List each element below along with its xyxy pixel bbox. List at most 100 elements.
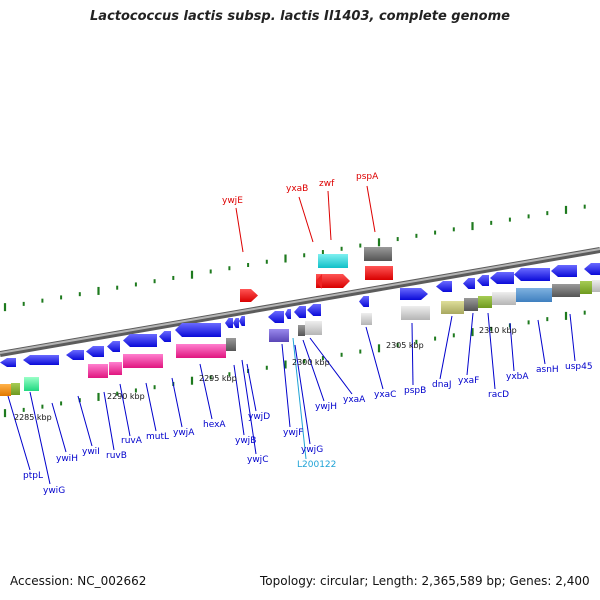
leader-line: [241, 359, 257, 455]
gene-feature: [361, 313, 372, 325]
gene-label-mutl[interactable]: mutL: [146, 432, 169, 442]
leader-line: [51, 402, 67, 453]
gene-features: [0, 247, 600, 396]
gene-feature: [233, 318, 239, 328]
leader-line: [327, 190, 332, 241]
gene-feature: [551, 265, 577, 277]
gene-label-ywjc[interactable]: ywjC: [247, 455, 268, 465]
gene-feature: [176, 344, 226, 358]
gene-feature: [441, 301, 464, 314]
gene-feature: [514, 268, 550, 281]
leader-line: [537, 319, 546, 365]
gene-label-ywjg[interactable]: ywjG: [301, 445, 323, 455]
gene-feature: [307, 304, 321, 316]
gene-label-dnaj[interactable]: dnaJ: [432, 380, 452, 390]
gene-label-yxba[interactable]: yxbA: [506, 372, 529, 382]
gene-feature: [225, 318, 233, 328]
gene-feature: [24, 377, 39, 391]
gene-feature: [240, 289, 258, 302]
gene-feature: [269, 329, 289, 342]
gene-label-yxac[interactable]: yxaC: [374, 390, 396, 400]
gene-feature: [88, 364, 108, 378]
gene-feature: [123, 354, 163, 368]
gene-feature: [401, 306, 430, 320]
gene-label-yxaf[interactable]: yxaF: [458, 376, 479, 386]
gene-feature: [0, 384, 11, 396]
gene-feature: [107, 341, 120, 352]
gene-label-ywjf[interactable]: ywjF: [283, 428, 303, 438]
gene-feature: [268, 311, 284, 323]
gene-label-ywjd[interactable]: ywjD: [248, 412, 270, 422]
gene-feature: [23, 355, 59, 365]
leader-line: [233, 364, 245, 436]
genome-summary-text: Topology: circular; Length: 2,365,589 bp…: [260, 574, 590, 588]
gene-label-hexa[interactable]: hexA: [203, 420, 226, 430]
gene-label-zwf[interactable]: zwf: [319, 179, 335, 189]
gene-label-l200122[interactable]: L200122: [297, 460, 336, 470]
gene-label-ywje[interactable]: ywjE: [222, 196, 243, 206]
gene-feature: [552, 284, 580, 297]
leader-line: [309, 337, 353, 395]
gene-feature: [285, 309, 291, 319]
gene-feature: [159, 331, 171, 342]
leader-line: [302, 339, 325, 402]
gene-feature: [359, 296, 369, 307]
leader-line: [298, 196, 314, 243]
scale-label-2290: 2290 kbp: [107, 392, 145, 401]
leader-line: [411, 322, 414, 386]
tick-marks: [3, 204, 586, 418]
gene-feature: [592, 280, 600, 292]
leader-line: [145, 382, 157, 432]
gene-feature: [239, 316, 245, 326]
gene-label-ywii[interactable]: ywiI: [82, 447, 100, 457]
gene-label-yxab[interactable]: yxaB: [286, 184, 308, 194]
gene-label-ywih[interactable]: ywiH: [56, 454, 78, 464]
gene-feature: [436, 281, 452, 292]
leader-line: [281, 343, 291, 428]
leader-line: [235, 207, 244, 253]
gene-feature: [11, 383, 20, 395]
gene-label-ruvb[interactable]: ruvB: [106, 451, 127, 461]
gene-feature: [316, 274, 350, 288]
gene-feature: [0, 358, 16, 367]
gene-label-racd[interactable]: racD: [488, 390, 509, 400]
gene-label-ywig[interactable]: ywiG: [43, 486, 65, 496]
gene-label-ywjh[interactable]: ywjH: [315, 402, 337, 412]
gene-label-ruva[interactable]: ruvA: [121, 436, 143, 446]
leader-line: [365, 326, 384, 390]
gene-feature: [365, 266, 393, 280]
map-title: Lactococcus lactis subsp. lactis Il1403,…: [90, 9, 510, 24]
gene-label-usp45[interactable]: usp45: [565, 362, 593, 372]
gene-label-ptpl[interactable]: ptpL: [23, 471, 43, 481]
leader-line: [119, 383, 131, 437]
gene-label-pspb[interactable]: pspB: [404, 386, 426, 396]
gene-label-ywjb[interactable]: ywjB: [235, 436, 256, 446]
scale-label-2285: 2285 kbp: [14, 413, 52, 422]
leader-line: [292, 337, 307, 460]
leader-line: [294, 344, 311, 445]
leader-line: [439, 315, 453, 380]
leader-line: [569, 313, 576, 362]
gene-feature: [316, 274, 322, 289]
leader-line: [509, 322, 515, 372]
genome-backbone: [0, 247, 600, 357]
gene-feature: [66, 350, 84, 360]
gene-label-ywja[interactable]: ywjA: [173, 428, 195, 438]
leader-line: [366, 185, 376, 233]
gene-feature: [86, 346, 104, 357]
leader-line: [103, 391, 115, 451]
leader-line: [246, 363, 257, 412]
gene-feature: [516, 288, 552, 302]
gene-label-yxaa[interactable]: yxaA: [343, 395, 366, 405]
gene-feature: [305, 321, 322, 335]
gene-label-asnh[interactable]: asnH: [536, 365, 559, 375]
gene-feature: [109, 362, 122, 375]
gene-feature: [584, 263, 600, 275]
leader-line: [466, 312, 474, 376]
leader-line: [487, 312, 496, 390]
scale-label-2310: 2310 kbp: [479, 326, 517, 335]
gene-feature: [490, 272, 514, 284]
gene-feature: [294, 306, 306, 318]
gene-label-pspa[interactable]: pspA: [356, 172, 379, 182]
